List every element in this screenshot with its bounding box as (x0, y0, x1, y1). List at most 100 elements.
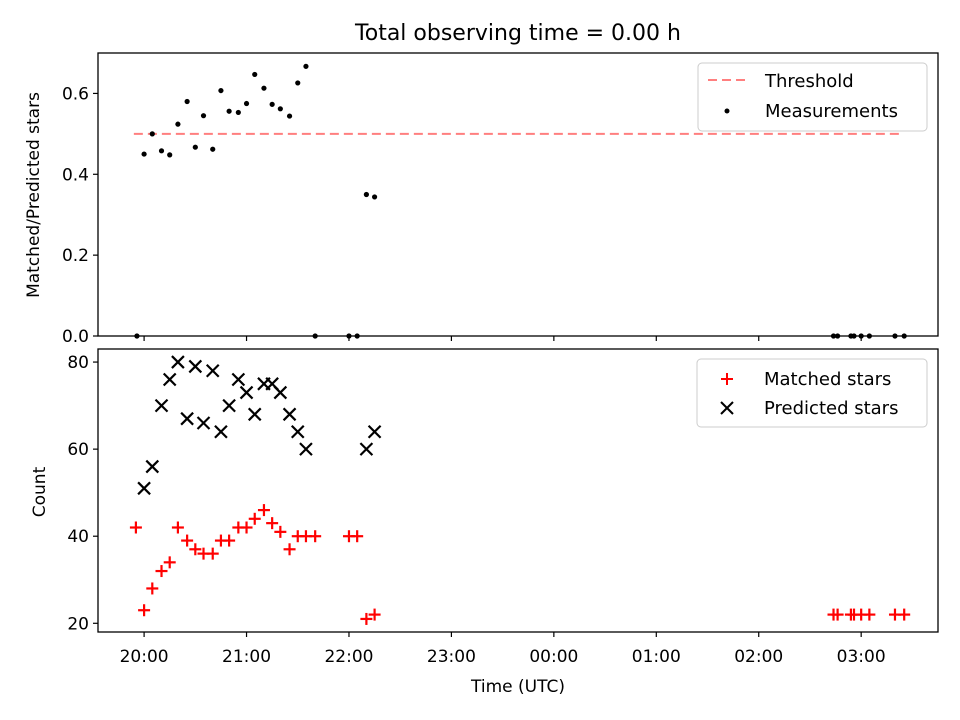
measurement-point (149, 131, 155, 137)
measurement-point (192, 144, 198, 150)
count-panel: 20 40 60 80 20:00 21:00 22:00 23:00 00:00 01:00 0… (30, 348, 939, 697)
x-tick-label: 22:00 (324, 647, 373, 667)
matched-star-point (223, 534, 236, 547)
matched-stars-series (129, 504, 911, 625)
predicted-star-point (282, 407, 297, 422)
predicted-star-point (171, 355, 185, 369)
predicted-star-point (367, 424, 382, 439)
measurement-point (158, 148, 165, 154)
predicted-star-point (290, 424, 305, 439)
matched-star-point (181, 534, 194, 547)
measurement-point (235, 109, 241, 116)
x-tick-label: 20:00 (120, 647, 169, 667)
predicted-star-point (299, 442, 313, 456)
count-legend: Matched stars Predicted stars (696, 358, 928, 428)
ratio-plot-frame (97, 52, 939, 337)
predicted-star-point (154, 398, 169, 413)
predicted-star-point (239, 385, 254, 400)
measurement-point (269, 101, 275, 107)
matched-star-point (248, 512, 261, 525)
predicted-stars-legend-label: Predicted stars (764, 398, 898, 419)
x-axis-label: Time (UTC) (470, 677, 565, 697)
count-y-tick-label: 80 (67, 353, 89, 373)
measurements-legend-label: Measurements (765, 101, 898, 122)
matched-star-point (831, 608, 844, 621)
matched-star-point (360, 612, 373, 625)
matched-star-point (146, 582, 159, 595)
matched-star-point (863, 608, 876, 621)
matched-star-point (898, 608, 911, 621)
measurement-point (303, 63, 309, 69)
measurements-series (134, 63, 907, 339)
measurement-point (286, 113, 293, 119)
measurement-point (167, 152, 173, 158)
measurement-point (261, 85, 267, 91)
x-tick-label: 01:00 (632, 647, 681, 667)
matched-star-point (129, 521, 142, 534)
x-tick-label: 00:00 (529, 647, 578, 667)
matched-star-point (257, 504, 270, 517)
measurement-point (210, 146, 216, 152)
predicted-star-point (205, 363, 220, 378)
count-x-axis: 20:00 21:00 22:00 23:00 00:00 01:00 02:00 03:00 (120, 632, 886, 667)
ratio-y-axis-label: Matched/Predicted stars (24, 92, 44, 298)
predicted-star-point (273, 385, 288, 400)
matched-star-point (283, 543, 296, 556)
matched-stars-legend-swatch (721, 373, 733, 385)
matched-star-point (163, 556, 176, 569)
matched-star-point (266, 517, 279, 530)
measurement-point (363, 191, 369, 198)
measurement-point (200, 113, 207, 119)
predicted-star-point (162, 372, 177, 387)
predicted-star-point (222, 398, 236, 413)
x-tick-label: 03:00 (837, 647, 886, 667)
x-tick-label: 21:00 (222, 647, 271, 667)
ratio-y-tick-label: 0.4 (62, 165, 89, 185)
matched-star-point (309, 530, 322, 543)
measurement-point (295, 80, 301, 86)
matched-star-point (240, 521, 253, 534)
count-y-axis: 20 40 60 80 (67, 353, 98, 634)
matched-star-point (206, 547, 219, 560)
count-y-tick-label: 60 (67, 440, 89, 460)
predicted-star-point (359, 442, 374, 456)
count-y-axis-label: Count (30, 466, 50, 517)
measurement-point (184, 98, 190, 105)
ratio-x-axis (143, 336, 862, 341)
predicted-stars-legend-swatch (720, 401, 734, 415)
measurement-point (371, 194, 378, 200)
matched-star-point (171, 521, 184, 534)
measurement-point (218, 87, 224, 94)
matched-star-point (155, 565, 168, 578)
ratio-y-tick-label: 0.6 (62, 84, 89, 104)
measurement-point (277, 106, 283, 112)
predicted-star-point (214, 424, 228, 439)
ratio-y-tick-label: 0.0 (62, 327, 89, 347)
ratio-legend-box (697, 62, 928, 132)
matched-star-point (138, 604, 151, 617)
matched-star-point (189, 543, 202, 556)
ratio-y-axis: 0.0 0.2 0.4 0.6 (62, 84, 98, 347)
x-tick-label: 23:00 (427, 647, 476, 667)
threshold-legend-label: Threshold (764, 71, 854, 92)
count-y-tick-label: 40 (67, 527, 89, 547)
measurements-legend-swatch (724, 108, 730, 114)
measurement-point (226, 108, 232, 114)
measurement-point (141, 151, 147, 157)
matched-star-point (351, 530, 364, 543)
predicted-star-point (196, 416, 211, 430)
predicted-star-point (137, 481, 151, 496)
count-y-tick-label: 20 (67, 614, 89, 634)
matched-star-point (368, 608, 381, 621)
x-tick-label: 02:00 (734, 647, 783, 667)
predicted-star-point (247, 407, 262, 422)
measurement-point (175, 121, 181, 127)
count-plot-frame (97, 348, 939, 633)
count-legend-box (696, 358, 928, 428)
ratio-y-tick-label: 0.2 (62, 246, 89, 266)
ratio-legend: Threshold Measurements (697, 62, 928, 132)
predicted-stars-series (137, 355, 382, 496)
ratio-panel: 0.0 0.2 0.4 0.6 Matched/Predicted stars Thr… (24, 52, 939, 347)
predicted-star-point (145, 459, 160, 474)
